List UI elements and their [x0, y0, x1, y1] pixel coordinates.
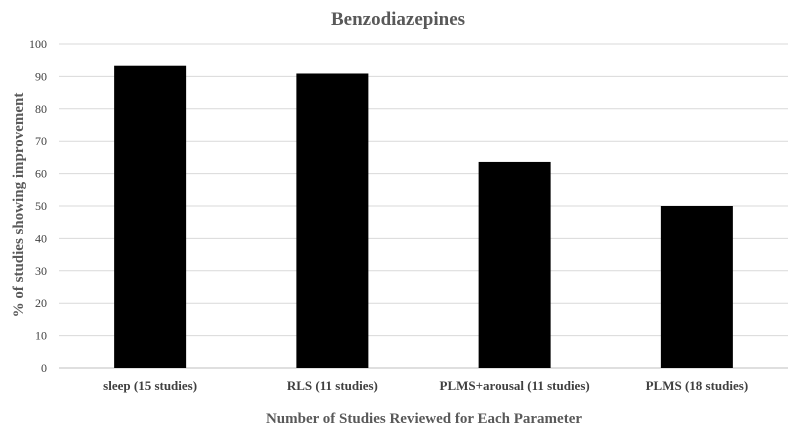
bar	[114, 65, 187, 368]
y-axis-ticks: 0 10 20 30 40 50 60 70 80 90 100	[29, 37, 47, 375]
x-category-label: PLMS+arousal (11 studies)	[440, 378, 590, 393]
y-tick-label: 80	[35, 102, 47, 116]
y-tick-label: 0	[41, 361, 47, 375]
x-axis-categories: sleep (15 studies) RLS (11 studies) PLMS+a…	[103, 378, 748, 393]
x-category-label: RLS (11 studies)	[287, 378, 378, 393]
y-tick-label: 70	[35, 134, 47, 148]
y-tick-label: 30	[35, 264, 47, 278]
chart-title: Benzodiazepines	[331, 9, 465, 30]
y-axis-title: % of studies showing improvement	[11, 93, 27, 318]
y-tick-label: 90	[35, 69, 47, 83]
x-category-label: PLMS (18 studies)	[646, 378, 749, 393]
y-tick-label: 10	[35, 329, 47, 343]
x-category-label: sleep (15 studies)	[103, 378, 197, 393]
y-tick-label: 20	[35, 296, 47, 310]
y-tick-label: 50	[35, 199, 47, 213]
y-tick-label: 40	[35, 231, 47, 245]
bar	[660, 206, 733, 368]
y-tick-label: 60	[35, 167, 47, 181]
y-tick-label: 100	[29, 37, 47, 51]
bar	[478, 161, 551, 368]
x-axis-title: Number of Studies Reviewed for Each Para…	[266, 411, 582, 427]
bars	[114, 65, 733, 368]
bar	[296, 73, 369, 368]
